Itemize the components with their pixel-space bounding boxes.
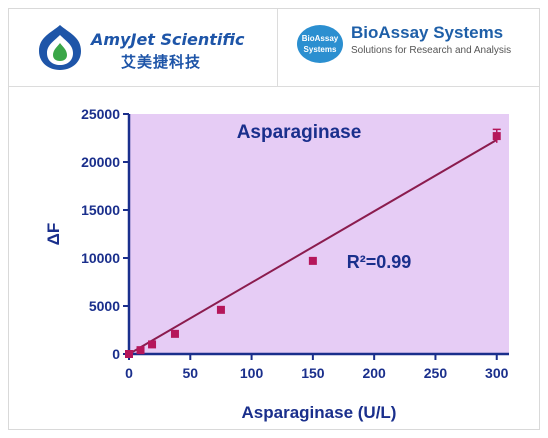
logo-divider	[277, 9, 278, 86]
x-axis-label: Asparaginase (U/L)	[242, 403, 397, 422]
bioassay-subtitle: Solutions for Research and Analysis	[351, 45, 512, 56]
r-squared-annotation: R²=0.99	[347, 252, 412, 272]
y-axis-label: ΔF	[44, 223, 63, 246]
bioassay-badge-line1: BioAssay	[301, 34, 339, 43]
chart-title: Asparaginase	[237, 122, 362, 143]
plot-area	[129, 114, 509, 354]
x-tick-label: 200	[362, 365, 386, 381]
amyjet-name-chinese: 艾美捷科技	[121, 53, 202, 71]
fit-line	[128, 139, 498, 355]
standard-curve-chart: 0 50 100 150 200 250 300 0 5000 10000 15000 20000 25…	[44, 106, 509, 422]
data-point	[148, 340, 157, 349]
x-tick-label: 300	[485, 365, 509, 381]
x-tick-label: 150	[301, 365, 325, 381]
amyjet-emblem-icon	[39, 25, 81, 70]
data-point	[170, 329, 179, 338]
y-tick-label: 20000	[81, 154, 120, 170]
bioassay-title: BioAssay Systems	[351, 23, 504, 42]
figure-frame: AmyJet Scientific 艾美捷科技 BioAssay Systems…	[8, 8, 540, 430]
data-point	[136, 346, 145, 355]
amyjet-name: AmyJet Scientific	[91, 30, 245, 49]
y-tick-label: 15000	[81, 202, 120, 218]
y-tick-label: 25000	[81, 106, 120, 122]
bioassay-badge-line2: Systems	[303, 45, 337, 54]
bioassay-badge-icon: BioAssay Systems	[297, 25, 343, 63]
x-tick-label: 100	[240, 365, 264, 381]
amyjet-logo: AmyJet Scientific 艾美捷科技	[35, 21, 265, 77]
data-point	[308, 256, 317, 265]
y-tick-label: 0	[112, 346, 120, 362]
data-point	[125, 350, 133, 358]
y-tick-label: 5000	[89, 298, 120, 314]
y-tick-label: 10000	[81, 250, 120, 266]
x-tick-label: 0	[125, 365, 133, 381]
bioassay-logo: BioAssay Systems BioAssay Systems Soluti…	[293, 19, 533, 77]
x-tick-label: 50	[183, 365, 199, 381]
x-tick-label: 250	[424, 365, 448, 381]
data-point	[216, 305, 225, 314]
logo-header: AmyJet Scientific 艾美捷科技 BioAssay Systems…	[9, 9, 539, 87]
